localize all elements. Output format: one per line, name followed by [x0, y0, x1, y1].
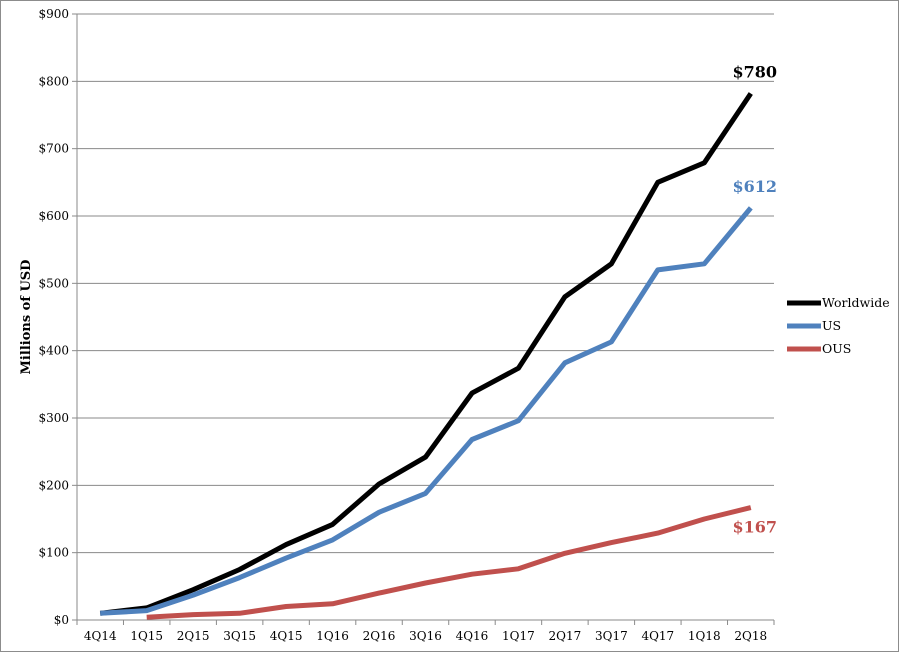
x-tick-label: 1Q15: [130, 629, 163, 643]
x-tick-label: 3Q16: [409, 629, 442, 643]
series-line-us: [100, 206, 753, 616]
gridlines: [77, 13, 774, 554]
axes: [76, 14, 774, 621]
x-tick-label: 2Q16: [363, 629, 396, 643]
series-end-labels: $780 $612 $167: [733, 62, 778, 536]
y-tick-label: $700: [38, 142, 69, 156]
x-tick-label: 4Q16: [456, 629, 489, 643]
end-label-ous: $167: [733, 518, 778, 537]
y-axis-label: Millions of USD: [19, 260, 34, 375]
x-tick-label: 1Q16: [316, 629, 349, 643]
y-tick-label: $500: [38, 276, 69, 290]
x-tick-label: 4Q15: [270, 629, 303, 643]
x-tick-label: 4Q17: [641, 629, 674, 643]
x-tick-label: 2Q15: [177, 629, 210, 643]
x-tick-label: 2Q17: [549, 629, 582, 643]
x-tick-label: 2Q18: [734, 629, 767, 643]
y-tick-label: $400: [38, 344, 69, 358]
legend-label-us: US: [822, 318, 841, 333]
x-tick-label: 1Q17: [502, 629, 535, 643]
end-label-us: $612: [733, 177, 778, 196]
y-tick-label: $300: [38, 411, 69, 425]
legend: Worldwide US OUS: [787, 295, 890, 356]
series-line-ous: [146, 505, 752, 620]
y-tick-label: $0: [54, 613, 69, 627]
y-tick-label: $600: [38, 209, 69, 223]
x-tick-label: 3Q17: [595, 629, 628, 643]
y-tick-label: $100: [38, 546, 69, 560]
x-tick-label: 1Q18: [688, 629, 721, 643]
y-axis-ticks: $0 $100 $200 $300 $400 $500 $600 $700 $800 $900: [38, 7, 77, 627]
legend-label-ous: OUS: [822, 341, 851, 356]
y-tick-label: $200: [38, 478, 69, 492]
end-label-worldwide: $780: [733, 62, 778, 81]
series-lines: [99, 92, 753, 620]
legend-label-worldwide: Worldwide: [822, 295, 890, 310]
x-axis-ticks: 4Q14 1Q15 2Q15 3Q15 4Q15 1Q16 2Q16 3Q16 4Q16 1Q17…: [76, 620, 775, 643]
y-tick-label: $800: [38, 74, 69, 88]
y-tick-label: $900: [38, 7, 69, 21]
series-line-worldwide: [99, 92, 753, 616]
x-tick-label: 4Q14: [84, 629, 117, 643]
x-tick-label: 3Q15: [223, 629, 256, 643]
